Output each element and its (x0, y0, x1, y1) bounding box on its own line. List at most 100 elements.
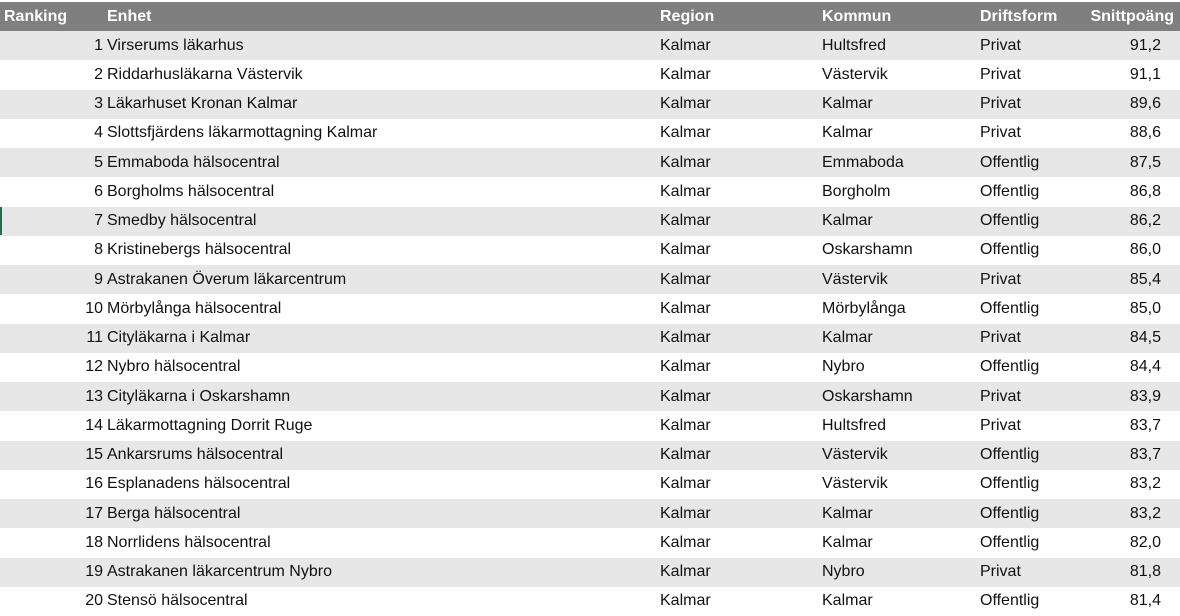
cell-snittpoang[interactable]: 89,6 (1084, 89, 1180, 119)
cell-ranking[interactable]: 8 (94, 241, 103, 259)
cell-region[interactable]: Kalmar (660, 182, 711, 200)
cell-kommun[interactable]: Kalmar (822, 533, 873, 551)
cell-region[interactable]: Kalmar (660, 323, 822, 353)
cell-enhet[interactable]: Norrlidens hälsocentral (107, 533, 271, 551)
cell-driftsform[interactable]: Privat (980, 557, 1084, 587)
header-region[interactable]: Region (660, 2, 822, 31)
cell-kommun[interactable]: Emmaboda (822, 148, 980, 178)
cell-snittpoang[interactable]: 83,7 (1129, 416, 1161, 434)
cell-snittpoang[interactable]: 85,0 (1129, 299, 1161, 317)
cell-kommun[interactable]: Mörbylånga (822, 299, 906, 317)
cell-enhet[interactable]: Nybro hälsocentral (107, 358, 241, 376)
cell-driftsform[interactable]: Offentlig (980, 592, 1040, 610)
cell-snittpoang[interactable]: 82,0 (1129, 533, 1161, 551)
cell-enhet[interactable]: Läkarhuset Kronan Kalmar (107, 89, 660, 119)
cell-kommun[interactable]: Västervik (822, 440, 980, 470)
cell-snittpoang[interactable]: 88,6 (1129, 124, 1161, 142)
cell-region[interactable]: Kalmar (660, 499, 822, 529)
cell-kommun[interactable]: Oskarshamn (822, 241, 913, 259)
cell-enhet[interactable]: Esplanadens hälsocentral (107, 475, 291, 493)
cell-enhet[interactable]: Astrakanen läkarcentrum Nybro (107, 557, 660, 587)
cell-enhet[interactable]: Ankarsrums hälsocentral (107, 440, 660, 470)
cell-kommun[interactable]: Kalmar (822, 499, 980, 529)
cell-driftsform[interactable]: Privat (980, 265, 1084, 295)
cell-ranking[interactable]: 12 (85, 358, 103, 376)
cell-ranking[interactable]: 17 (0, 499, 107, 529)
cell-ranking[interactable]: 10 (85, 299, 103, 317)
header-snittpoang[interactable]: Snittpoäng (1084, 2, 1180, 31)
cell-region[interactable]: Kalmar (660, 148, 822, 178)
cell-region[interactable]: Kalmar (660, 533, 711, 551)
cell-region[interactable]: Kalmar (660, 241, 711, 259)
cell-snittpoang[interactable]: 84,5 (1084, 323, 1180, 353)
cell-enhet[interactable]: Borgholms hälsocentral (107, 182, 275, 200)
cell-snittpoang[interactable]: 83,7 (1084, 440, 1180, 470)
cell-ranking[interactable]: 11 (0, 323, 107, 353)
cell-snittpoang[interactable]: 81,4 (1129, 592, 1161, 610)
cell-ranking[interactable]: 15 (0, 440, 107, 470)
cell-snittpoang[interactable]: 86,0 (1129, 241, 1161, 259)
cell-region[interactable]: Kalmar (660, 31, 822, 61)
cell-region[interactable]: Kalmar (660, 416, 711, 434)
cell-driftsform[interactable]: Privat (980, 65, 1021, 83)
cell-enhet[interactable]: Mörbylånga hälsocentral (107, 299, 282, 317)
cell-snittpoang[interactable]: 84,4 (1129, 358, 1161, 376)
cell-driftsform[interactable]: Privat (980, 124, 1021, 142)
cell-snittpoang[interactable]: 83,2 (1129, 475, 1161, 493)
cell-region[interactable]: Kalmar (660, 557, 822, 587)
cell-enhet[interactable]: Emmaboda hälsocentral (107, 148, 660, 178)
cell-ranking[interactable]: 14 (85, 416, 103, 434)
cell-kommun[interactable]: Hultsfred (822, 31, 980, 61)
cell-enhet[interactable]: Virserums läkarhus (107, 31, 660, 61)
cell-driftsform[interactable]: Offentlig (980, 182, 1040, 200)
cell-kommun[interactable]: Hultsfred (822, 416, 887, 434)
cell-enhet[interactable]: Läkarmottagning Dorrit Ruge (107, 416, 313, 434)
cell-region[interactable]: Kalmar (660, 206, 822, 236)
cell-snittpoang[interactable]: 87,5 (1084, 148, 1180, 178)
cell-snittpoang[interactable]: 85,4 (1084, 265, 1180, 295)
cell-region[interactable]: Kalmar (660, 592, 711, 610)
cell-ranking[interactable]: 2 (94, 65, 103, 83)
cell-ranking[interactable]: 19 (0, 557, 107, 587)
cell-kommun[interactable]: Oskarshamn (822, 382, 980, 412)
cell-region[interactable]: Kalmar (660, 65, 711, 83)
cell-ranking[interactable]: 16 (85, 475, 103, 493)
cell-driftsform[interactable]: Privat (980, 323, 1084, 353)
cell-snittpoang[interactable]: 83,9 (1084, 382, 1180, 412)
cell-snittpoang[interactable]: 86,2 (1084, 206, 1180, 236)
cell-kommun[interactable]: Kalmar (822, 206, 980, 236)
cell-snittpoang[interactable]: 83,2 (1084, 499, 1180, 529)
cell-ranking[interactable]: 9 (0, 265, 107, 295)
cell-kommun[interactable]: Västervik (822, 475, 888, 493)
cell-enhet[interactable]: Astrakanen Överum läkarcentrum (107, 265, 660, 295)
cell-kommun[interactable]: Västervik (822, 65, 888, 83)
cell-kommun[interactable]: Nybro (822, 358, 865, 376)
header-kommun[interactable]: Kommun (822, 2, 980, 31)
cell-ranking[interactable]: 7 (0, 206, 107, 236)
cell-driftsform[interactable]: Offentlig (980, 533, 1040, 551)
cell-kommun[interactable]: Nybro (822, 557, 980, 587)
cell-snittpoang[interactable]: 86,8 (1129, 182, 1161, 200)
cell-region[interactable]: Kalmar (660, 358, 711, 376)
header-driftsform[interactable]: Driftsform (980, 2, 1084, 31)
cell-ranking[interactable]: 1 (0, 31, 107, 61)
cell-ranking[interactable]: 5 (0, 148, 107, 178)
cell-enhet[interactable]: Riddarhusläkarna Västervik (107, 65, 303, 83)
cell-driftsform[interactable]: Offentlig (980, 206, 1084, 236)
header-ranking[interactable]: Ranking (0, 2, 107, 31)
cell-ranking[interactable]: 18 (85, 533, 103, 551)
cell-enhet[interactable]: Smedby hälsocentral (107, 206, 660, 236)
cell-enhet[interactable]: Cityläkarna i Kalmar (107, 323, 660, 353)
cell-enhet[interactable]: Slottsfjärdens läkarmottagning Kalmar (107, 124, 378, 142)
cell-region[interactable]: Kalmar (660, 440, 822, 470)
cell-driftsform[interactable]: Offentlig (980, 440, 1084, 470)
cell-kommun[interactable]: Kalmar (822, 124, 873, 142)
cell-driftsform[interactable]: Privat (980, 31, 1084, 61)
cell-snittpoang[interactable]: 81,8 (1084, 557, 1180, 587)
header-enhet[interactable]: Enhet (107, 2, 660, 31)
cell-driftsform[interactable]: Offentlig (980, 475, 1040, 493)
cell-region[interactable]: Kalmar (660, 382, 822, 412)
cell-snittpoang[interactable]: 91,1 (1129, 65, 1161, 83)
cell-kommun[interactable]: Västervik (822, 265, 980, 295)
cell-kommun[interactable]: Kalmar (822, 89, 980, 119)
